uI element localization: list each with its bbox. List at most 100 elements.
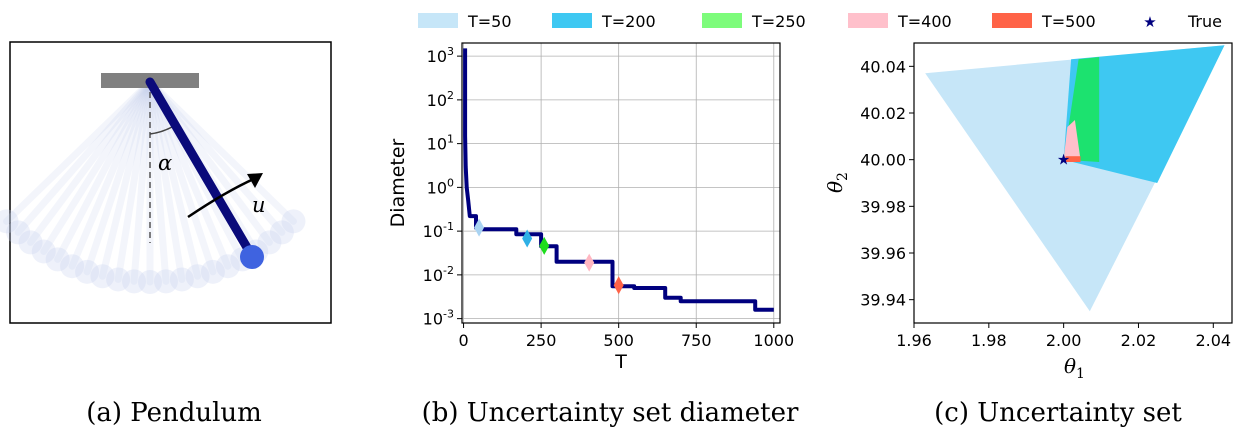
- diameter-markers: [474, 218, 624, 295]
- uncertainty-y-tick-label: 40.00: [860, 151, 906, 170]
- diameter-marker-t50: [474, 218, 485, 237]
- uncertainty-x-tick-label: 2.00: [1046, 331, 1082, 350]
- uncertainty-ylabel: θ2: [823, 172, 851, 193]
- ghost-bob: [90, 264, 115, 289]
- region-t200: [1063, 45, 1225, 183]
- caption-b: (b) Uncertainty set diameter: [422, 398, 799, 428]
- true-star-marker: ★: [1057, 151, 1070, 169]
- ghost-bob: [6, 220, 31, 245]
- ghost-bob: [200, 259, 225, 284]
- legend-label: T=200: [601, 12, 656, 31]
- uncertainty-set-chart: ★ 1.96 1.98 2.00 2.02 2.04 39.94 39.96 39.98 40…: [823, 42, 1233, 382]
- legend-true-star: ★: [1143, 13, 1156, 31]
- diameter-chart: 0 250 500 750 1000 10-310-210-1100101102103 …: [387, 42, 794, 373]
- ghost-bob: [106, 267, 131, 292]
- ghost-rod: [114, 78, 154, 283]
- uncertainty-y-ticks: 39.94 39.96 39.98 40.00 40.02 40.04: [860, 57, 914, 310]
- xlabel-sub: 1: [1076, 366, 1085, 382]
- ghost-rod: [68, 78, 154, 270]
- ghost-rod: [54, 78, 154, 263]
- diameter-marker-t500: [613, 276, 624, 295]
- pendulum-bob: [240, 245, 264, 269]
- ylabel-sub: 2: [835, 172, 851, 181]
- uncertainty-x-tick-label: 1.98: [971, 331, 1007, 350]
- ghost-rod: [40, 78, 154, 255]
- ghost-bob: [18, 230, 43, 255]
- uncertainty-y-tick-label: 40.04: [860, 57, 906, 76]
- legend-swatch: [418, 13, 458, 28]
- ghost-bob: [138, 270, 162, 294]
- uncertainty-xlabel: θ1: [1064, 354, 1085, 382]
- diameter-x-tick-label: 750: [681, 331, 712, 350]
- ghost-bob: [60, 254, 85, 279]
- uncertainty-axes-frame: [913, 42, 1233, 324]
- diameter-y-tick-label: 10-1: [423, 220, 454, 241]
- legend-label: T=400: [897, 12, 952, 31]
- control-arrowhead: [247, 173, 263, 188]
- diameter-y-tick-label: 10-2: [423, 264, 454, 285]
- ghost-bob: [31, 239, 56, 264]
- ghost-rod: [27, 78, 154, 246]
- pendulum-panel: α u: [0, 41, 332, 324]
- legend-swatch: [848, 13, 888, 28]
- xlabel-main: θ: [1064, 354, 1076, 378]
- diameter-y-tick-label: 10-3: [423, 308, 454, 329]
- true-parameter: ★: [1057, 151, 1070, 169]
- legend-label: T=50: [467, 12, 512, 31]
- legend-swatch: [552, 13, 592, 28]
- uncertainty-y-tick-label: 39.94: [860, 291, 906, 310]
- ghost-rod: [83, 78, 154, 276]
- ghost-rod: [14, 78, 154, 236]
- legend-label: T=500: [1041, 12, 1096, 31]
- legend: T=50 T=200 T=250 T=400 T=500 ★ True: [418, 12, 1222, 31]
- diameter-marker-t400: [584, 253, 595, 272]
- uncertainty-y-tick-label: 40.02: [860, 104, 906, 123]
- ghost-rod: [130, 78, 154, 285]
- ghost-rod: [146, 78, 170, 285]
- legend-label: T=250: [751, 12, 806, 31]
- ghost-bob: [185, 264, 210, 289]
- ghost-rod: [146, 78, 217, 276]
- diameter-marker-t250: [539, 236, 550, 255]
- diameter-y-tick-label: 101: [427, 133, 454, 154]
- caption-a: (a) Pendulum: [86, 398, 262, 428]
- ghost-bob: [257, 230, 282, 255]
- diameter-x-ticks: 0 250 500 750 1000: [458, 323, 794, 350]
- ghost-bob: [215, 254, 240, 279]
- legend-label: True: [1187, 12, 1222, 31]
- pendulum-ghost-trail: [0, 78, 306, 294]
- ghost-bob: [122, 269, 147, 294]
- region-t500: [1065, 156, 1081, 162]
- region-t400: [1063, 120, 1081, 160]
- ghost-bob: [169, 267, 194, 292]
- ghost-rod: [3, 78, 154, 225]
- angle-label: α: [158, 151, 172, 175]
- uncertainty-y-tick-label: 39.96: [860, 244, 906, 263]
- diameter-y-ticks: 10-3 10-2 10-1 100 101 102 103: [423, 45, 462, 329]
- diameter-y-tick-label: 102: [427, 89, 454, 110]
- diameter-x-tick-label: 0: [458, 331, 468, 350]
- ghost-rod: [146, 78, 297, 225]
- ghost-rod: [146, 78, 286, 236]
- diameter-marker-t200: [522, 229, 533, 248]
- ghost-rod: [98, 78, 154, 280]
- diameter-plot-area: [462, 43, 780, 323]
- ghost-bob: [153, 269, 178, 294]
- uncertainty-x-tick-label: 2.02: [1121, 331, 1157, 350]
- ghost-bob: [281, 209, 306, 234]
- control-label: u: [252, 193, 266, 217]
- pendulum-frame: [9, 41, 332, 324]
- diameter-x-tick-label: 250: [526, 331, 557, 350]
- uncertainty-x-tick-label: 2.04: [1195, 331, 1231, 350]
- diameter-y-tick-label: 100: [427, 176, 454, 197]
- ylabel-main: θ: [823, 181, 847, 193]
- uncertainty-x-ticks: 1.96 1.98 2.00 2.02 2.04: [896, 323, 1231, 350]
- diameter-xlabel: T: [614, 351, 627, 373]
- caption-c: (c) Uncertainty set: [934, 398, 1182, 428]
- diameter-axes-frame: [461, 42, 781, 324]
- diameter-x-tick-label: 1000: [753, 331, 794, 350]
- ghost-rod: [146, 78, 202, 280]
- uncertainty-regions: [925, 45, 1225, 312]
- diameter-y-tick-label: 103: [427, 45, 454, 66]
